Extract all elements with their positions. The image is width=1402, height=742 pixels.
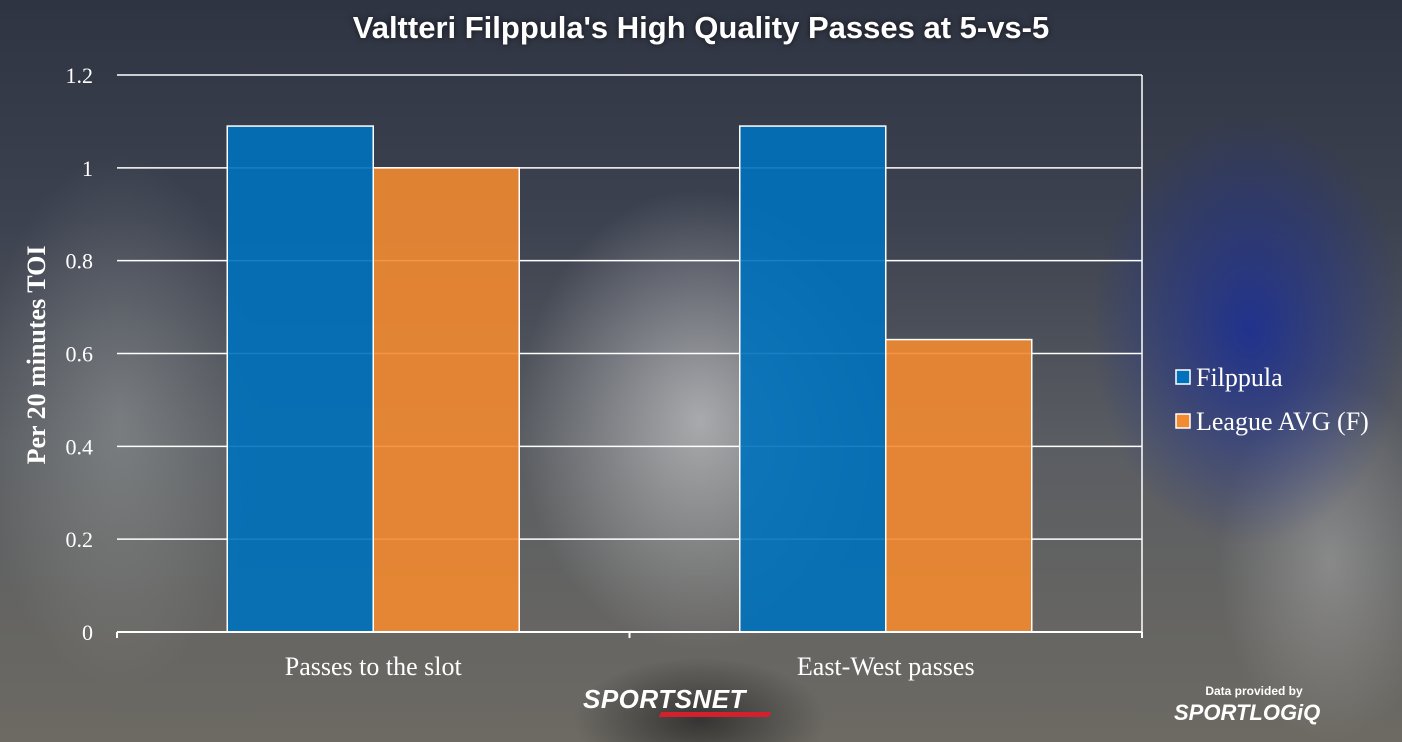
legend-label: League AVG (F) — [1196, 407, 1369, 436]
legend-swatch — [1175, 413, 1191, 429]
data-credit: Data provided by SPORTLOGiQ — [1174, 684, 1334, 726]
y-tick-label: 1 — [82, 156, 93, 181]
bar-filppula — [739, 125, 887, 633]
legend: Filppula League AVG (F) — [1175, 363, 1369, 436]
x-category-label: East-West passes — [797, 652, 975, 681]
y-tick-labels: 0 0.2 0.4 0.6 0.8 1 1.2 — [66, 63, 94, 645]
x-category-labels: Passes to the slot East-West passes — [285, 652, 975, 681]
y-axis-label: Per 20 minutes TOI — [22, 246, 51, 465]
bars — [226, 125, 1033, 633]
bar-league-avg-f — [885, 338, 1033, 633]
x-category-label: Passes to the slot — [285, 652, 463, 681]
credit-prefix: Data provided by — [1205, 684, 1303, 698]
y-tick-label: 0.2 — [66, 527, 94, 552]
y-tick-label: 0 — [82, 620, 93, 645]
axes — [116, 631, 1143, 638]
sportsnet-logo: SPORTSNET — [583, 684, 746, 714]
credit-brand: SPORTLOGiQ — [1174, 700, 1321, 725]
y-tick-label: 0.4 — [66, 434, 94, 459]
y-tick-label: 1.2 — [66, 63, 94, 88]
y-tick-label: 0.8 — [66, 249, 94, 274]
legend-label: Filppula — [1196, 363, 1283, 392]
bar-filppula — [226, 125, 374, 633]
chart-title: Valtteri Filppula's High Quality Passes … — [352, 10, 1050, 45]
sportsnet-swoosh — [658, 712, 772, 717]
y-tick-label: 0.6 — [66, 342, 94, 367]
bar-league-avg-f — [372, 167, 520, 633]
legend-swatch — [1175, 369, 1191, 385]
